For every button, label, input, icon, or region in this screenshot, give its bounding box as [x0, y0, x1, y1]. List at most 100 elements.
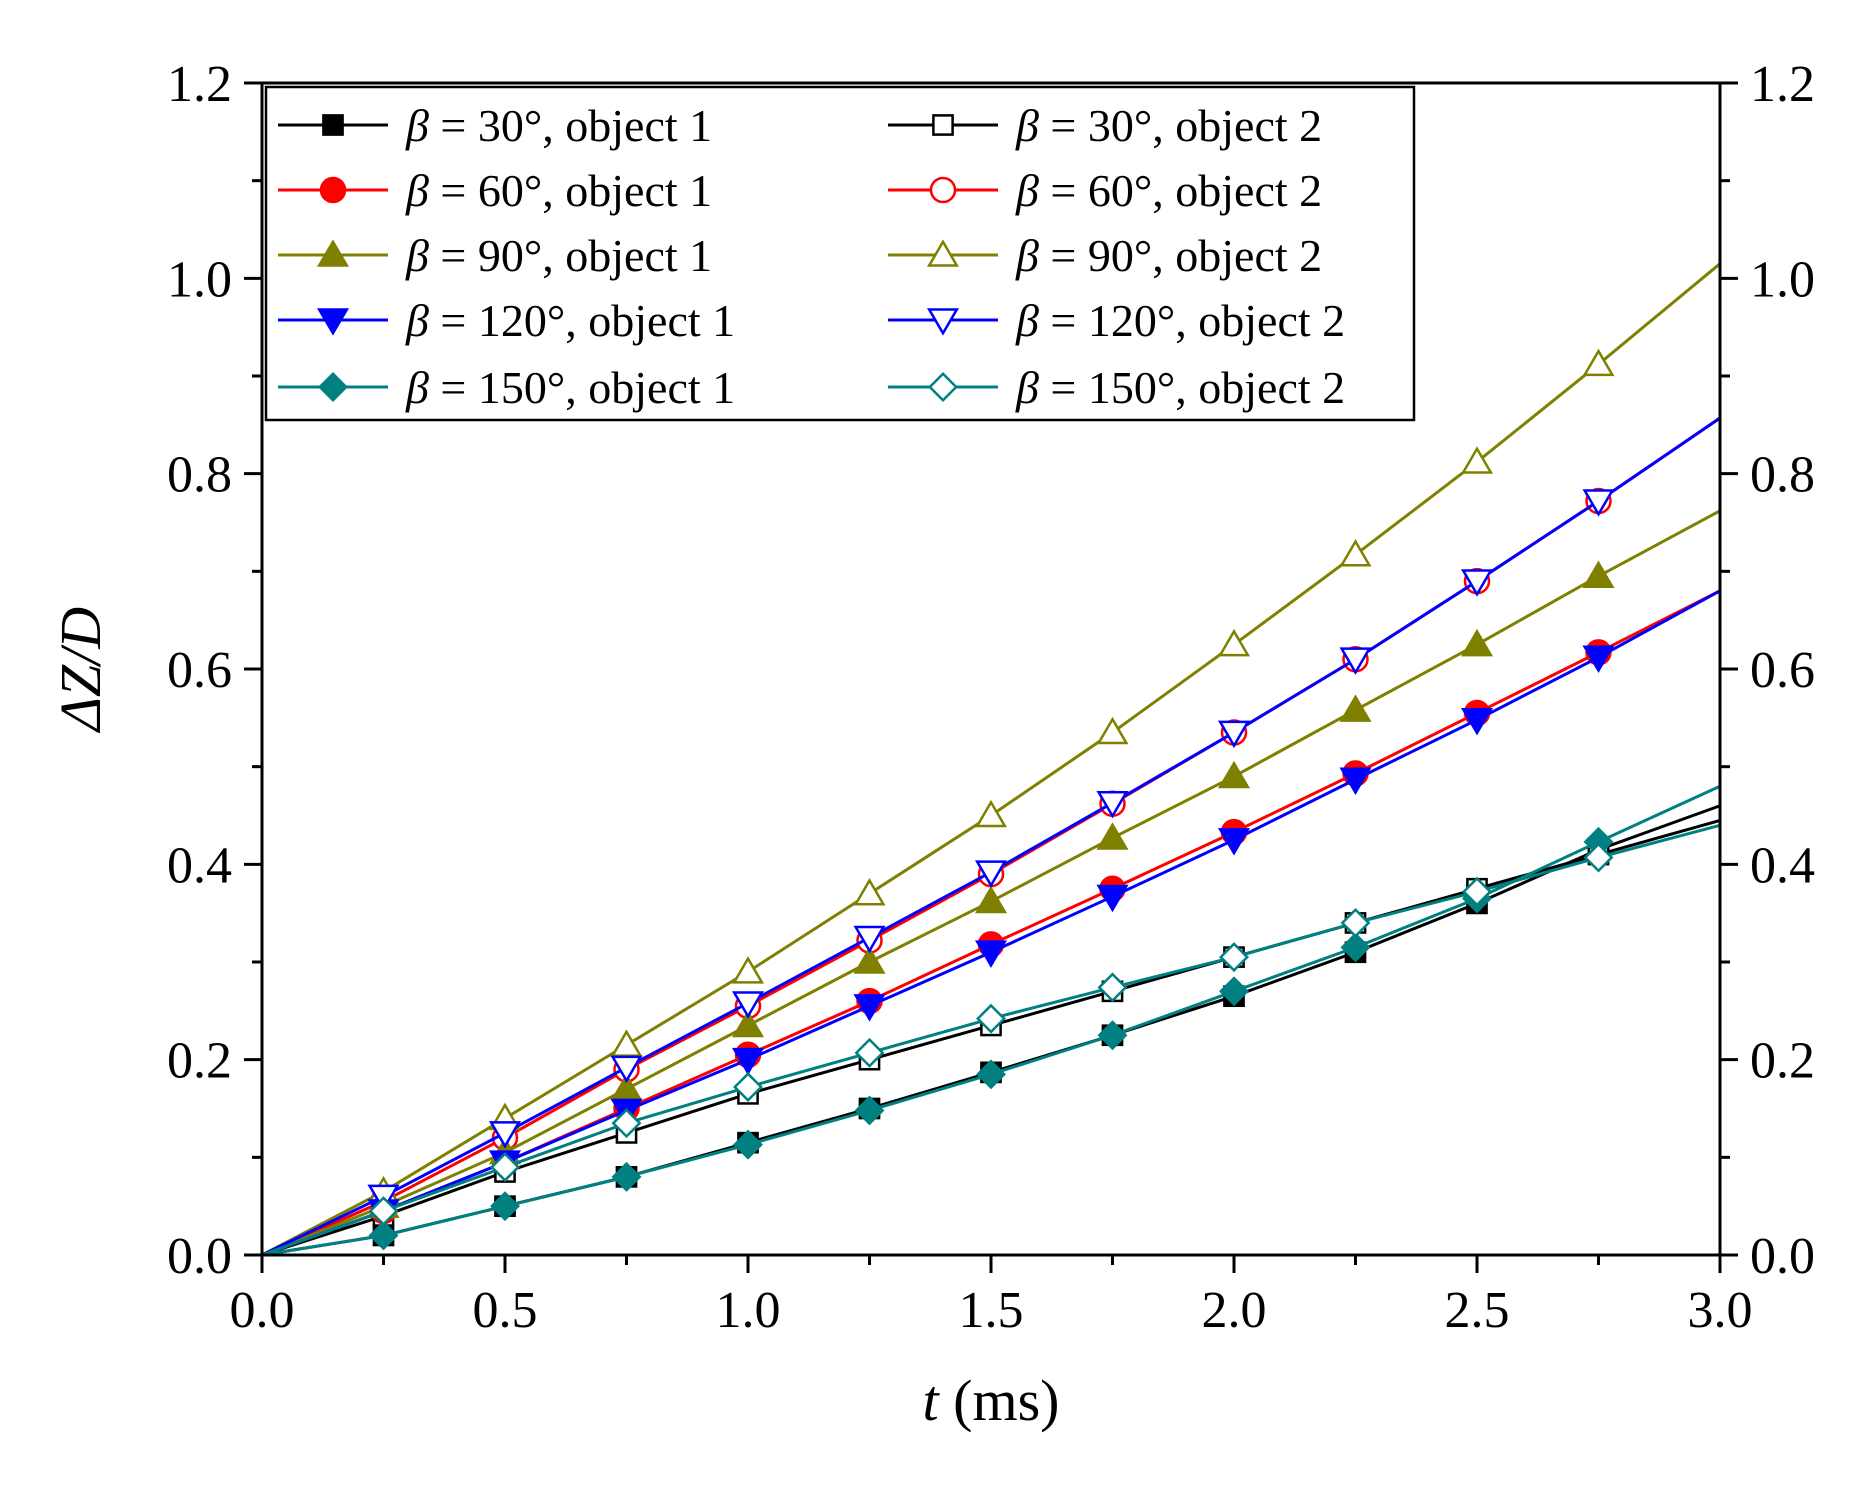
legend-beta-symbol: β — [405, 100, 429, 151]
series-line — [261, 416, 1721, 1257]
legend-item: β = 120°, object 2 — [888, 295, 1345, 346]
data-point — [974, 885, 1008, 914]
data-point — [610, 1029, 643, 1057]
legend-beta-symbol: β — [1015, 362, 1039, 413]
data-point — [974, 860, 1008, 888]
data-point — [731, 1047, 765, 1076]
legend-beta-symbol: β — [405, 165, 429, 216]
legend-label: β = 60°, object 2 — [1015, 165, 1322, 216]
data-point — [1460, 446, 1494, 474]
legend-item: β = 150°, object 2 — [888, 362, 1345, 413]
x-tick-label: 1.5 — [959, 1282, 1024, 1339]
series-10 — [261, 823, 1721, 1257]
y-tick-label-left: 1.0 — [167, 251, 232, 308]
data-point — [490, 1191, 520, 1222]
data-point — [1340, 907, 1371, 938]
data-point — [1096, 884, 1129, 913]
data-point — [1583, 842, 1614, 873]
data-point — [854, 1095, 885, 1126]
data-point — [1097, 1020, 1128, 1051]
legend-item: β = 90°, object 1 — [278, 230, 712, 281]
legend-marker — [316, 239, 350, 267]
legend-beta-symbol: β — [1015, 100, 1039, 151]
x-tick-label: 2.0 — [1202, 1282, 1267, 1339]
data-point — [611, 1108, 642, 1139]
legend-label-rest: = 90°, object 1 — [429, 230, 712, 281]
data-point — [1217, 828, 1251, 856]
data-point — [1339, 539, 1372, 567]
data-point — [1096, 716, 1129, 745]
legend-marker — [316, 308, 350, 336]
legend-beta-symbol: β — [1015, 165, 1039, 216]
data-point — [611, 1161, 642, 1192]
data-point — [731, 991, 765, 1019]
y-tick-label-right: 0.6 — [1750, 642, 1815, 699]
series-line — [261, 589, 1721, 1257]
data-point — [1582, 645, 1615, 673]
legend-item: β = 30°, object 1 — [278, 100, 712, 151]
y-tick-label-right: 1.0 — [1750, 251, 1815, 308]
data-point — [1582, 348, 1615, 377]
legend-item: β = 120°, object 1 — [278, 295, 735, 346]
data-point — [1582, 560, 1615, 589]
data-point — [974, 940, 1008, 968]
data-point — [976, 1059, 1006, 1090]
data-point — [1460, 628, 1494, 657]
data-point — [854, 1037, 885, 1068]
data-point — [731, 956, 765, 984]
data-point — [1096, 790, 1129, 819]
data-point — [1340, 932, 1371, 963]
data-point — [1217, 720, 1251, 749]
data-point — [733, 1072, 763, 1102]
y-tick-label-left: 0.4 — [167, 837, 232, 894]
data-point — [368, 1220, 399, 1251]
legend-item: β = 150°, object 1 — [278, 362, 735, 413]
data-point — [1339, 767, 1372, 796]
data-point — [1097, 972, 1128, 1003]
legend-label-rest: = 60°, object 2 — [1039, 165, 1322, 216]
legend-label: β = 150°, object 1 — [405, 362, 735, 413]
x-axis-title-unit: (ms) — [939, 1368, 1060, 1433]
x-tick-label: 0.5 — [473, 1282, 538, 1339]
x-axis-title: t (ms) — [923, 1368, 1060, 1433]
data-point — [1096, 822, 1129, 850]
series-4 — [261, 416, 1721, 1257]
data-point — [853, 925, 886, 954]
legend-marker — [322, 114, 344, 136]
y-tick-label-right: 0.0 — [1750, 1228, 1815, 1285]
legend-item: β = 60°, object 1 — [278, 165, 712, 216]
y-tick-label-left: 0.8 — [167, 447, 232, 504]
legend-label-rest: = 30°, object 2 — [1039, 100, 1322, 151]
legend-beta-symbol: β — [405, 295, 429, 346]
legend-item: β = 90°, object 2 — [888, 230, 1322, 281]
x-tick-label: 3.0 — [1688, 1282, 1753, 1339]
legend-beta-symbol: β — [405, 362, 429, 413]
legend-marker — [319, 176, 347, 204]
x-tick-label: 2.5 — [1445, 1282, 1510, 1339]
data-point — [974, 799, 1008, 828]
y-tick-label-right: 0.2 — [1750, 1033, 1815, 1090]
legend-item: β = 30°, object 2 — [888, 100, 1322, 151]
x-axis-title-var: t — [923, 1368, 941, 1433]
x-tick-label: 0.0 — [230, 1282, 295, 1339]
data-point — [610, 1055, 643, 1084]
legend-label: β = 30°, object 2 — [1015, 100, 1322, 151]
y-axis-title: ΔZ/D — [48, 607, 113, 733]
axes: 0.0 0.5 1.0 1.5 2.0 2.5 3.00.0 0.00.2 0.20.4 0.40… — [48, 56, 1815, 1433]
data-point — [733, 1129, 763, 1160]
data-point — [1460, 707, 1494, 736]
data-point — [1582, 489, 1615, 517]
data-point — [1462, 876, 1492, 907]
series-line — [261, 416, 1721, 1257]
data-point — [368, 1196, 399, 1227]
legend-label-rest: = 90°, object 2 — [1039, 230, 1322, 281]
data-point — [1219, 976, 1249, 1007]
legend-beta-symbol: β — [405, 230, 429, 281]
data-point — [853, 994, 886, 1022]
legend-label-rest: = 120°, object 2 — [1039, 295, 1345, 346]
data-point — [1460, 569, 1494, 597]
legend-marker — [929, 176, 957, 204]
legend-box — [264, 85, 1416, 422]
